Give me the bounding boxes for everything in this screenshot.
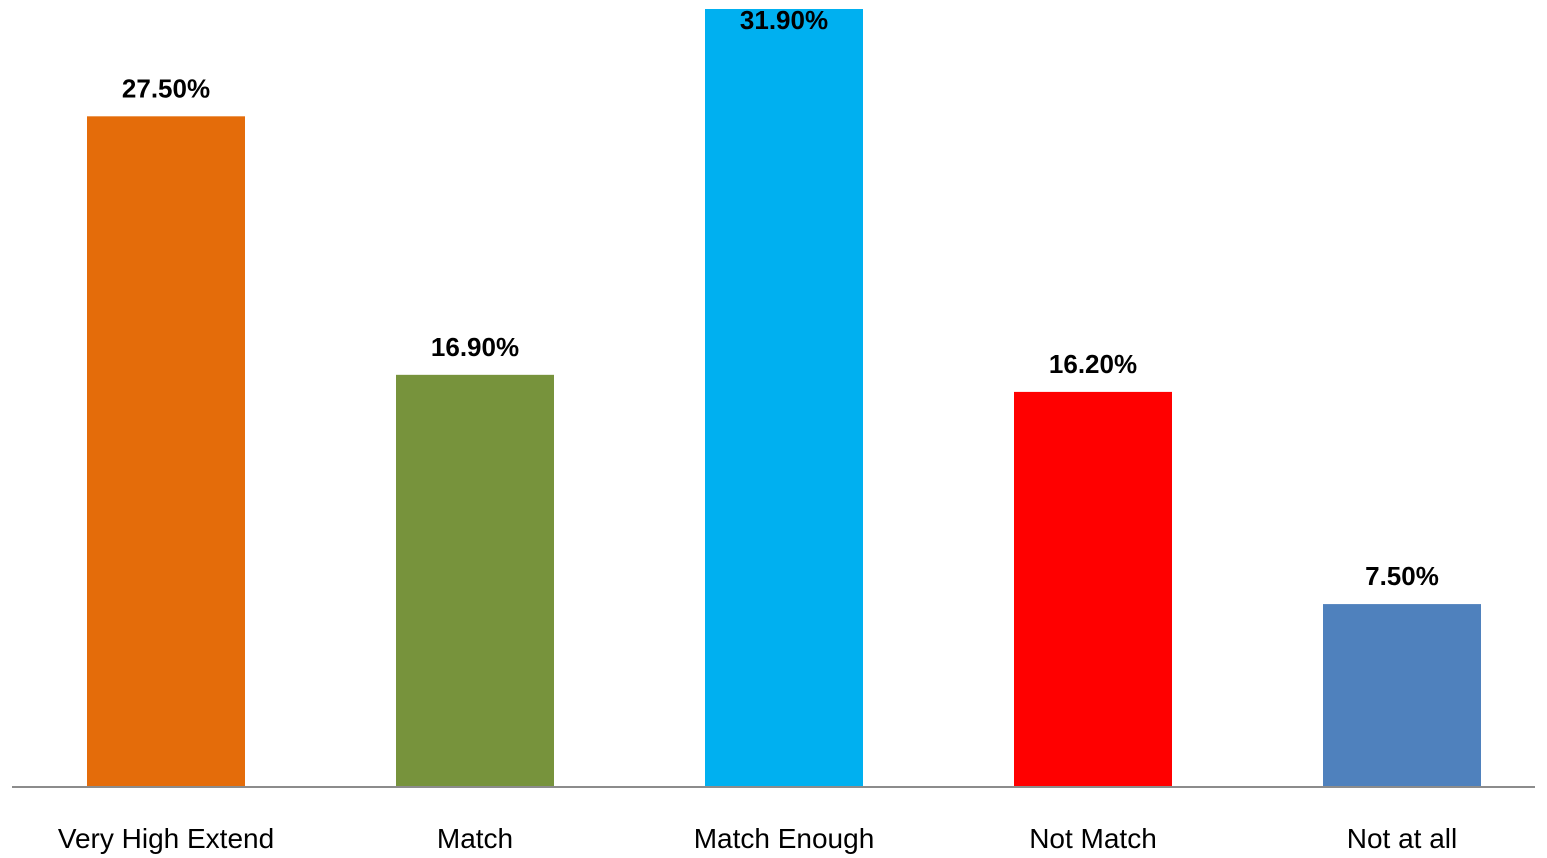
bar-2	[396, 374, 554, 787]
data-label-5: 7.50%	[1365, 561, 1439, 591]
category-label-4: Not Match	[1029, 823, 1157, 854]
category-label-1: Very High Extend	[58, 823, 274, 854]
value-labels-group: 27.50% 16.90% 31.90% 16.20% 7.50%	[122, 5, 1439, 591]
bar-3	[705, 9, 863, 787]
data-label-1: 27.50%	[122, 73, 210, 103]
category-label-3: Match Enough	[694, 823, 875, 854]
data-label-4: 16.20%	[1049, 349, 1137, 379]
bar-1	[87, 116, 245, 787]
data-label-2: 16.90%	[431, 332, 519, 362]
category-labels-group: Very High Extend Match Match Enough Not Mat…	[58, 823, 1457, 854]
category-label-2: Match	[437, 823, 513, 854]
category-label-5: Not at all	[1347, 823, 1458, 854]
bar-5	[1323, 604, 1481, 787]
data-label-3: 31.90%	[740, 5, 828, 35]
bar-4	[1014, 391, 1172, 787]
bars-group	[87, 9, 1481, 787]
